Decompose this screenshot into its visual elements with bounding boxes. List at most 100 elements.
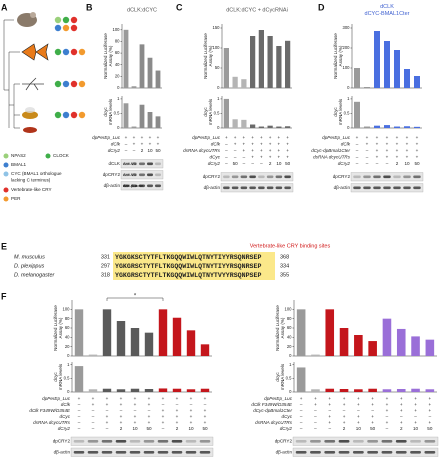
y-tick-label: 40 — [65, 334, 70, 339]
bar — [325, 388, 335, 392]
bar — [364, 87, 370, 88]
condition-cell: + — [278, 148, 281, 153]
condition-cell: + — [416, 135, 419, 140]
condition-cell: – — [243, 161, 246, 166]
condition-cell: + — [357, 414, 360, 419]
blot-band — [352, 440, 364, 443]
blot-band — [367, 440, 379, 443]
panel-title: dCLK — [380, 4, 394, 10]
condition-cell: + — [157, 135, 160, 140]
panel-title: dCLK:dCYC — [127, 7, 157, 13]
y-tick-label: 40 — [115, 62, 120, 67]
condition-cell: + — [190, 408, 193, 413]
condition-cell: + — [300, 396, 303, 401]
condition-cell: + — [386, 408, 389, 413]
sequence-highlight — [113, 252, 275, 280]
y-tick-label: 0 — [67, 389, 70, 394]
blot-band — [157, 440, 169, 443]
condition-cell: + — [92, 396, 95, 401]
condition-cell: + — [176, 396, 179, 401]
y-tick-label: 0 — [289, 353, 292, 358]
condition-cell: – — [314, 420, 317, 425]
y-axis-label: Normalized Luciferase — [203, 33, 208, 79]
condition-label: dClk — [61, 402, 71, 407]
blot-band — [130, 173, 138, 177]
blot-label: dβ-actin — [104, 183, 121, 188]
panel-letter: C — [176, 2, 183, 12]
blot-band — [130, 184, 138, 188]
condition-cell: + — [366, 142, 369, 147]
blot-band — [310, 451, 321, 454]
condition-cell: + — [406, 148, 409, 153]
condition-label: dClk — [341, 142, 351, 147]
condition-cell: + — [251, 135, 254, 140]
condition-cell: + — [251, 155, 254, 160]
blot-band — [249, 186, 256, 190]
condition-cell: 10 — [356, 426, 362, 431]
bar — [258, 126, 264, 128]
bar — [285, 40, 291, 88]
blot-label: dβ-actin — [204, 185, 221, 190]
y-tick-label: 200 — [343, 45, 351, 50]
legend-swatch — [3, 187, 9, 193]
condition-cell: + — [406, 155, 409, 160]
bar — [144, 332, 154, 356]
condition-label: dCyc — [60, 414, 71, 419]
residue-start: 318 — [101, 272, 110, 278]
legend-label: BMAL1 — [11, 162, 27, 167]
condition-cell: – — [328, 408, 331, 413]
condition-cell: + — [376, 142, 379, 147]
condition-cell: + — [134, 402, 137, 407]
condition-cell: + — [386, 142, 389, 147]
bar — [200, 344, 210, 356]
condition-cell: – — [366, 148, 369, 153]
bar — [364, 126, 370, 128]
condition-cell: – — [356, 155, 359, 160]
blot-band — [129, 451, 141, 454]
protein-dots — [54, 16, 86, 119]
condition-cell: + — [133, 135, 136, 140]
blot-label: dpCRY2 — [103, 172, 121, 177]
condition-cell: + — [106, 396, 109, 401]
blot-band — [393, 186, 401, 190]
condition-cell: 50 — [414, 161, 420, 166]
condition-cell: 50 — [427, 426, 433, 431]
bar — [223, 48, 229, 88]
condition-cell: – — [92, 408, 95, 413]
blot-band — [403, 175, 411, 179]
condition-cell: + — [162, 396, 165, 401]
condition-cell: + — [106, 414, 109, 419]
bar — [384, 125, 390, 128]
condition-cell: + — [429, 420, 432, 425]
condition-cell: + — [314, 396, 317, 401]
panel-letter: A — [1, 2, 8, 12]
blot-band — [122, 162, 130, 166]
condition-cell: 10 — [132, 426, 138, 431]
bar — [250, 124, 256, 128]
condition-cell: + — [286, 135, 289, 140]
condition-cell: + — [376, 148, 379, 153]
bar — [74, 309, 84, 356]
antibody-label: Anti-β-actin — [123, 183, 143, 188]
condition-cell: + — [134, 396, 137, 401]
bar — [131, 126, 137, 128]
condition-cell: + — [414, 402, 417, 407]
blot-band — [363, 175, 371, 179]
condition-cell: + — [125, 135, 128, 140]
condition-cell: + — [190, 414, 193, 419]
bar — [200, 388, 210, 392]
bar — [394, 50, 400, 88]
y-tick-label: 1 — [289, 362, 292, 367]
y-tick-label: 0 — [289, 389, 292, 394]
condition-cell: + — [429, 408, 432, 413]
blot-band — [295, 440, 307, 443]
legend-swatch — [3, 171, 9, 177]
bar — [339, 389, 349, 392]
blot-band — [353, 186, 361, 190]
blot-band — [410, 451, 421, 454]
condition-cell: – — [376, 161, 379, 166]
condition-cell: – — [162, 402, 165, 407]
y-axis-label: Assay (%) — [338, 45, 343, 66]
bar — [130, 388, 140, 392]
significance-label: * — [134, 294, 137, 300]
